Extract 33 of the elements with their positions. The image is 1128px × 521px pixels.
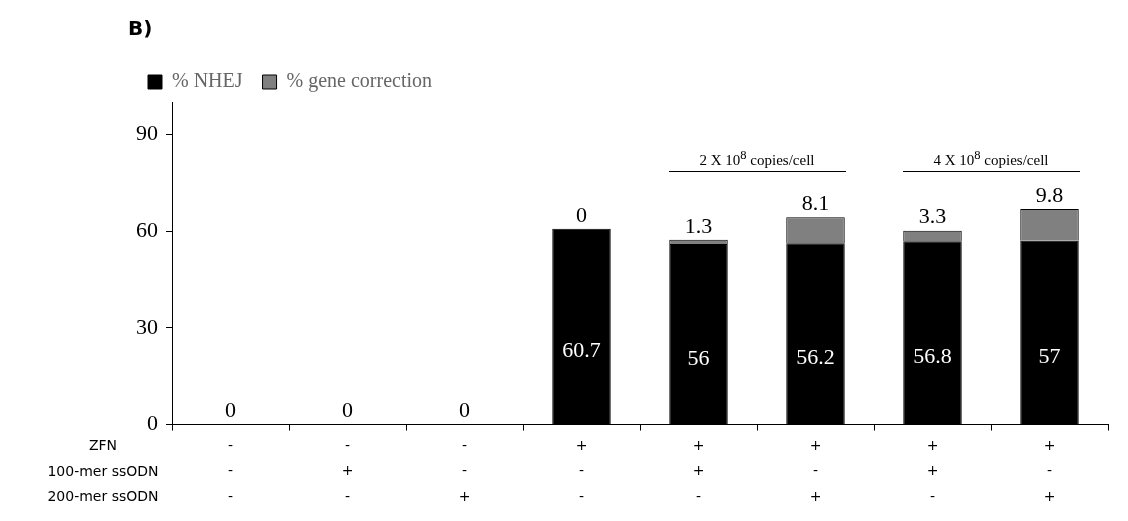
data-label: 56.2 [796, 344, 835, 370]
data-label: 1.3 [684, 212, 713, 238]
y-tick-label: 60 [136, 216, 158, 242]
legend-label: % NHEJ [172, 69, 243, 92]
x-tick-label: + + - [692, 436, 705, 504]
x-tick-label: - - - [227, 436, 234, 504]
data-label: 0 [342, 397, 353, 423]
text: 200-mer ssODN [47, 488, 159, 505]
legend-label: % gene correction [286, 69, 433, 93]
data-label: 0 [576, 201, 587, 227]
data-label: 8.1 [801, 189, 830, 215]
x-tick-label: + - - [575, 436, 588, 504]
y-tick-label: 90 [136, 120, 158, 146]
data-label: 0 [459, 397, 470, 423]
data-label: 0 [225, 397, 236, 423]
data-label: 57 [1038, 343, 1061, 369]
x-tick-label: + - + [809, 436, 822, 504]
annotation: 4 X 10$^{8}$ copies/cell [932, 147, 1050, 169]
x-tick-label: - - + [458, 436, 471, 504]
data-label: 9.8 [1035, 181, 1064, 207]
data-label: 60.7 [562, 337, 601, 363]
text: ZFN [88, 437, 118, 454]
chart-title: B) [128, 16, 153, 41]
text: 100-mer ssODN [47, 462, 159, 479]
x-tick-label: + + - [926, 436, 939, 504]
x-tick-label: - + - [341, 436, 354, 504]
y-tick-label: 30 [136, 313, 158, 339]
data-label: 56 [687, 344, 710, 370]
x-tick-label: + - + [1043, 436, 1056, 504]
data-label: 3.3 [918, 203, 947, 229]
y-tick-label: 0 [147, 410, 158, 436]
data-label: 56.8 [913, 343, 952, 369]
annotation: 2 X 10$^{8}$ copies/cell [698, 147, 816, 169]
